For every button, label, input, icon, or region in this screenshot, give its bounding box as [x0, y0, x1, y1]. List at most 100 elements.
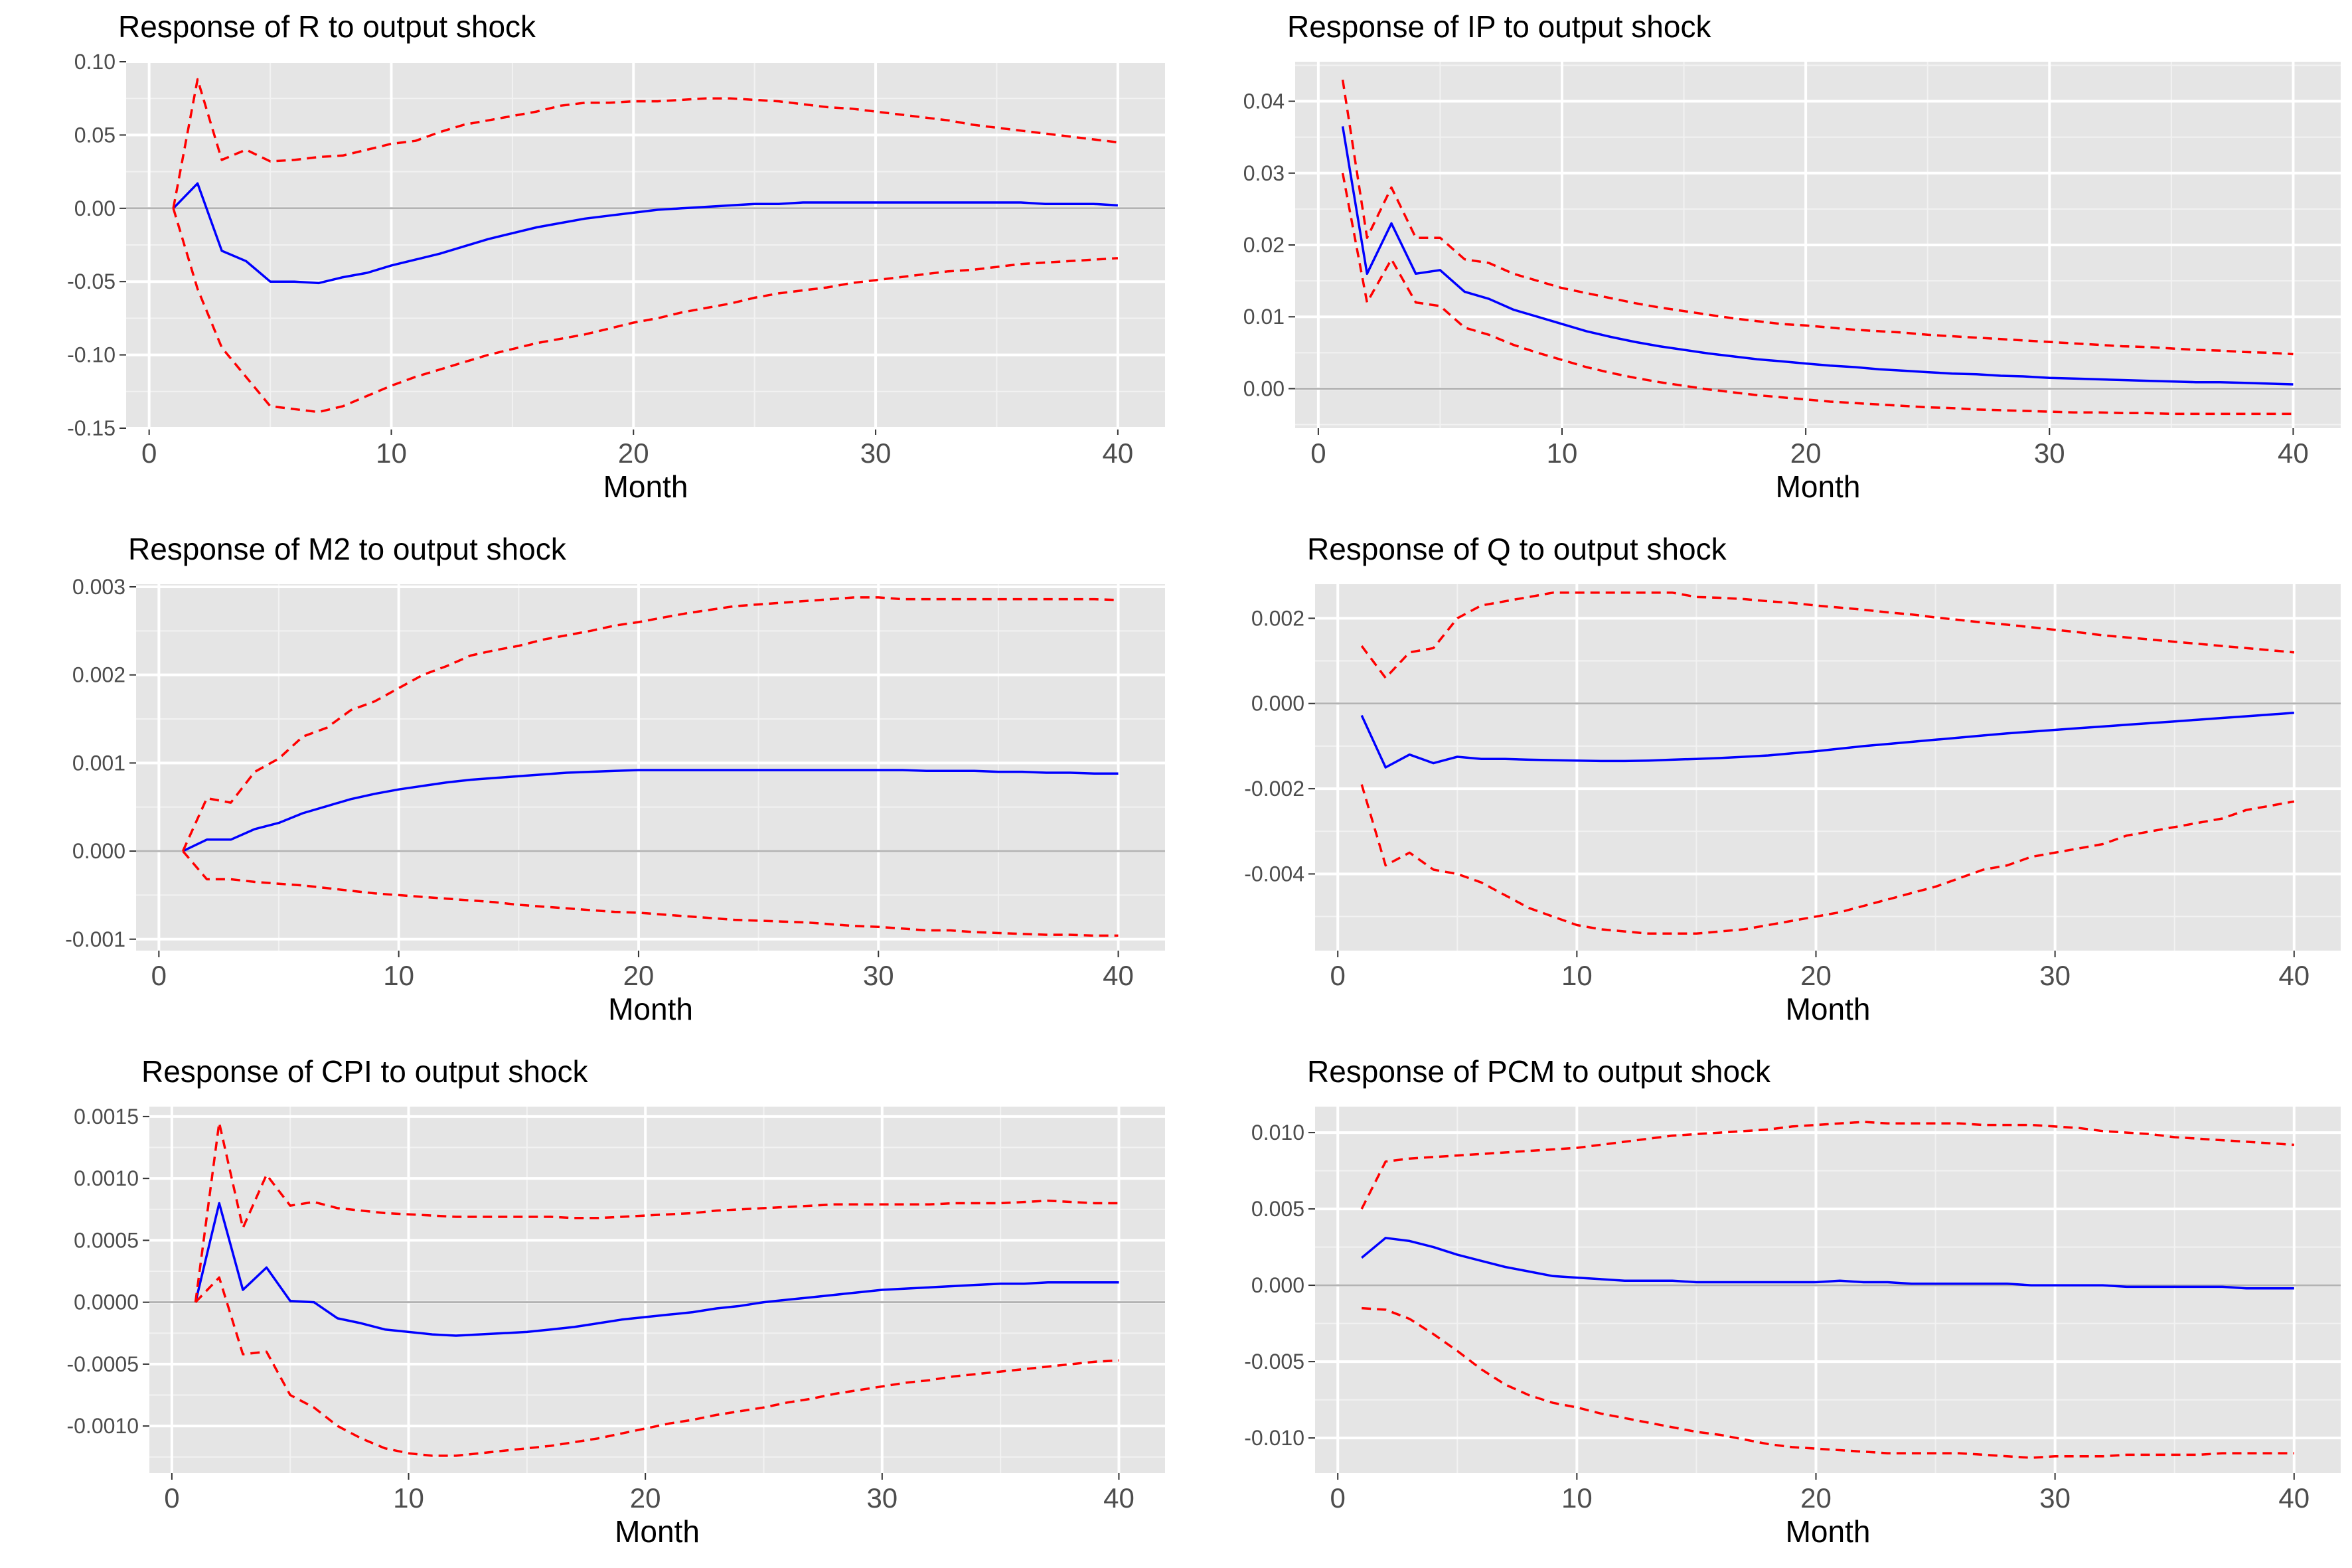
plot-background: [1315, 1107, 2341, 1473]
y-tick-label: 0.000: [1251, 692, 1304, 716]
y-tick-label: 0.000: [72, 839, 125, 863]
y-tick-label: -0.10: [67, 343, 116, 367]
x-tick-label: 30: [860, 437, 892, 469]
plot-background: [149, 1107, 1165, 1473]
series-line-lower: [172, 208, 1119, 414]
x-tick-label: 20: [1800, 1482, 1832, 1514]
x-tick-label: 30: [863, 960, 894, 991]
series-line-upper: [181, 596, 1119, 852]
x-tick-label: 10: [1561, 1482, 1593, 1514]
series-line-response: [194, 1202, 1119, 1337]
y-tick-label: -0.05: [67, 270, 116, 293]
x-tick-label: 10: [383, 960, 414, 991]
series-line-upper: [1341, 79, 2294, 356]
series-line-upper: [172, 78, 1119, 209]
y-tick-label: 0.003: [72, 575, 125, 599]
y-tick-label: 0.005: [1251, 1197, 1304, 1221]
panel-m2: Response of M2 to output shock 0 10 20 30 40 -…: [65, 532, 1165, 1026]
y-tick-label: 0.002: [1251, 606, 1304, 630]
chart-title-r: Response of R to output shock: [118, 9, 536, 44]
x-tick-label: 30: [2039, 960, 2071, 991]
panel-pcm: Response of PCM to output shock 0 10 20 30 40…: [1244, 1054, 2341, 1549]
series-line-response: [182, 769, 1119, 852]
chart-title-pcm: Response of PCM to output shock: [1307, 1054, 1771, 1089]
y-tick-label: 0.05: [74, 123, 116, 147]
y-tick-label: -0.001: [65, 927, 125, 951]
plot-background: [136, 584, 1165, 951]
series-line-lower: [182, 850, 1119, 937]
x-axis-label: Month: [1786, 992, 1871, 1026]
y-tick-label: -0.0010: [66, 1414, 139, 1438]
plot-background: [1315, 584, 2341, 951]
x-tick-label: 40: [1103, 1482, 1135, 1514]
x-tick-label: 0: [1330, 960, 1346, 991]
series-line-upper: [1360, 591, 2294, 679]
series-line-lower: [195, 1276, 1119, 1457]
x-tick-label: 0: [1310, 437, 1326, 469]
series-line-upper: [194, 1121, 1119, 1302]
x-tick-label: 40: [2278, 437, 2309, 469]
y-tick-label: -0.005: [1244, 1350, 1304, 1373]
series-line-response: [1341, 126, 2294, 386]
y-tick-label: 0.00: [1243, 376, 1285, 400]
series-line-lower: [1341, 173, 2294, 416]
x-tick-label: 0: [164, 1482, 179, 1514]
series-line-lower: [1360, 784, 2295, 935]
x-tick-label: 20: [618, 437, 649, 469]
y-tick-label: -0.002: [1244, 777, 1304, 801]
x-tick-label: 20: [1800, 960, 1832, 991]
chart-title-ip: Response of IP to output shock: [1287, 9, 1711, 44]
x-tick-label: 0: [1330, 1482, 1346, 1514]
y-tick-label: 0.001: [72, 751, 125, 775]
y-tick-label: 0.02: [1243, 233, 1285, 257]
y-tick-label: 0.03: [1243, 161, 1285, 185]
panel-r: Response of R to output shock 0 10 20 30 40 -0…: [67, 9, 1165, 504]
y-tick-label: 0.000: [1251, 1273, 1304, 1297]
y-tick-label: 0.0000: [74, 1291, 139, 1314]
x-tick-label: 0: [151, 960, 167, 991]
panel-ip: Response of IP to output shock 0 10 20 30 40 0…: [1243, 9, 2341, 504]
x-tick-label: 10: [1561, 960, 1593, 991]
y-tick-label: -0.15: [67, 416, 116, 440]
x-axis-label: Month: [615, 1514, 700, 1549]
y-tick-label: 0.04: [1243, 90, 1285, 114]
x-tick-label: 20: [630, 1482, 661, 1514]
y-tick-label: 0.010: [1251, 1121, 1304, 1144]
series-line-response: [1360, 712, 2294, 769]
chart-title-q: Response of Q to output shock: [1307, 532, 1727, 566]
series-line-response: [172, 182, 1119, 285]
y-tick-label: 0.0015: [74, 1105, 139, 1129]
y-tick-label: 0.0005: [74, 1228, 139, 1252]
x-tick-label: 10: [393, 1482, 424, 1514]
chart-title-cpi: Response of CPI to output shock: [141, 1054, 589, 1089]
y-tick-label: 0.01: [1243, 305, 1285, 329]
y-tick-label: 0.00: [74, 196, 116, 220]
x-tick-label: 10: [376, 437, 407, 469]
series-line-lower: [1362, 1306, 2294, 1459]
x-tick-label: 40: [1103, 437, 1134, 469]
x-axis-label: Month: [608, 992, 693, 1026]
x-tick-label: 30: [2039, 1482, 2071, 1514]
y-tick-label: 0.10: [74, 50, 116, 74]
x-tick-label: 30: [866, 1482, 898, 1514]
x-tick-label: 30: [2034, 437, 2065, 469]
x-tick-label: 0: [141, 437, 157, 469]
y-tick-label: -0.010: [1244, 1426, 1304, 1450]
x-tick-label: 40: [2278, 960, 2310, 991]
series-line-upper: [1360, 1121, 2294, 1210]
x-axis-label: Month: [603, 469, 688, 504]
y-tick-label: 0.0010: [74, 1166, 139, 1190]
x-axis-label: Month: [1786, 1514, 1871, 1549]
x-tick-label: 20: [623, 960, 655, 991]
x-tick-label: 10: [1547, 437, 1578, 469]
y-tick-label: -0.0005: [66, 1352, 139, 1376]
y-tick-label: -0.004: [1244, 862, 1304, 886]
panel-q: Response of Q to output shock 0 10 20 30 40 -0…: [1244, 532, 2341, 1026]
y-tick-label: 0.002: [72, 663, 125, 687]
x-tick-label: 20: [1790, 437, 1822, 469]
x-tick-label: 40: [2278, 1482, 2310, 1514]
x-tick-label: 40: [1103, 960, 1134, 991]
chart-title-m2: Response of M2 to output shock: [128, 532, 567, 566]
panel-cpi: Response of CPI to output shock 0 10 20 30 40…: [66, 1054, 1165, 1549]
